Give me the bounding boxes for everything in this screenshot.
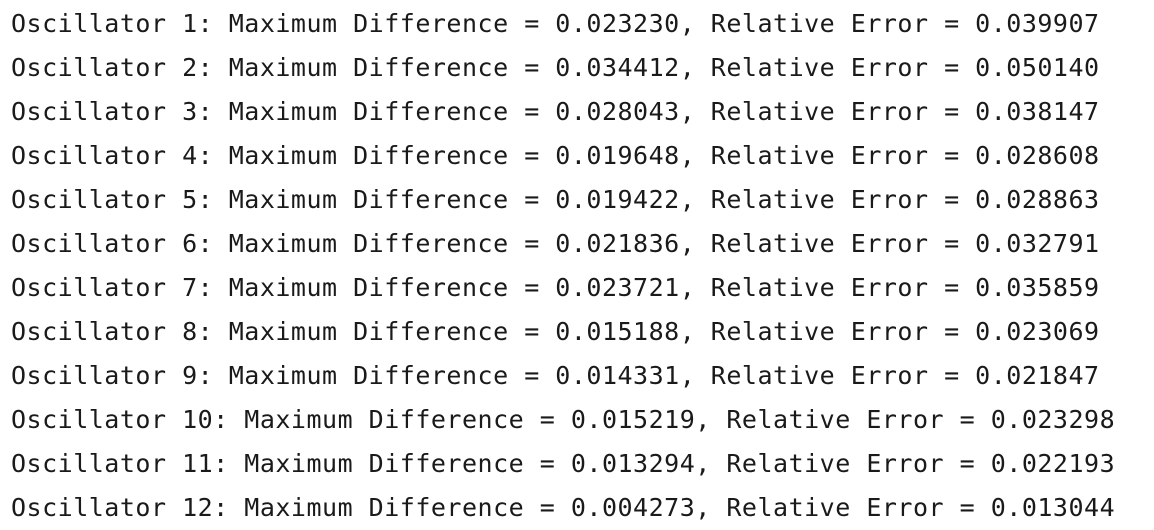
output-line-2: Oscillator 2: Maximum Difference = 0.034… xyxy=(11,53,1100,82)
output-line-6: Oscillator 6: Maximum Difference = 0.021… xyxy=(11,229,1100,258)
output-line-7: Oscillator 7: Maximum Difference = 0.023… xyxy=(11,273,1100,302)
output-line-3: Oscillator 3: Maximum Difference = 0.028… xyxy=(11,97,1100,126)
output-line-1: Oscillator 1: Maximum Difference = 0.023… xyxy=(11,9,1100,38)
output-line-11: Oscillator 11: Maximum Difference = 0.01… xyxy=(11,449,1116,478)
output-line-4: Oscillator 4: Maximum Difference = 0.019… xyxy=(11,141,1100,170)
output-line-10: Oscillator 10: Maximum Difference = 0.01… xyxy=(11,405,1116,434)
output-line-9: Oscillator 9: Maximum Difference = 0.014… xyxy=(11,361,1100,390)
output-line-5: Oscillator 5: Maximum Difference = 0.019… xyxy=(11,185,1100,214)
output-line-12: Oscillator 12: Maximum Difference = 0.00… xyxy=(11,493,1116,522)
output-line-8: Oscillator 8: Maximum Difference = 0.015… xyxy=(11,317,1100,346)
console-output: Oscillator 1: Maximum Difference = 0.023… xyxy=(11,0,1151,530)
